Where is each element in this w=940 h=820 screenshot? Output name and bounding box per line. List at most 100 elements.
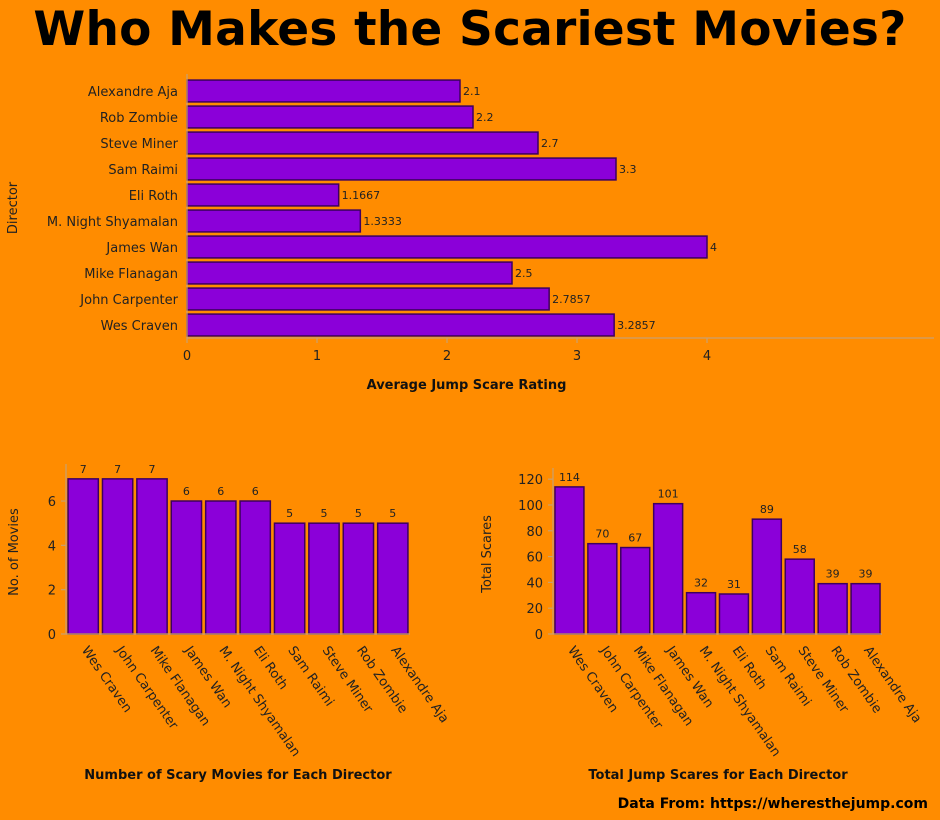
- bar: [620, 546, 651, 635]
- bar: [186, 183, 340, 207]
- bar-value-label: 114: [559, 471, 580, 484]
- bar: [186, 235, 708, 259]
- bar-value-label: 4: [710, 241, 717, 254]
- y-tick-label: 80: [526, 525, 543, 540]
- bar-value-label: 7: [149, 463, 156, 476]
- bar-value-label: 2.5: [515, 267, 533, 280]
- bar-value-label: 1.1667: [342, 189, 381, 202]
- data-source-credit: Data From: https://wheresthejump.com: [617, 796, 928, 812]
- category-tick-label: Steve Miner: [100, 137, 178, 152]
- bar-value-label: 5: [355, 507, 362, 520]
- bar-value-label: 5: [286, 507, 293, 520]
- bar: [186, 209, 362, 233]
- chart-title: Who Makes the Scariest Movies?: [33, 2, 907, 57]
- category-tick-label: James Wan: [105, 241, 178, 256]
- bar: [136, 478, 168, 635]
- bar: [342, 522, 375, 635]
- bar-value-label: 5: [389, 507, 396, 520]
- bar: [186, 313, 615, 337]
- bar: [817, 582, 848, 635]
- bar: [170, 500, 203, 635]
- y-axis-title: Director: [6, 181, 21, 234]
- bar: [685, 591, 717, 635]
- bar-value-label: 6: [252, 485, 259, 498]
- x-axis-title: Average Jump Scare Rating: [367, 378, 567, 393]
- avg-rating-chart: 2.1 Alexandre Aja 2.2 Rob Zombie 2.7 Steve Mi…: [6, 74, 934, 393]
- bar-value-label: 2.7857: [552, 293, 591, 306]
- bar-value-label: 67: [628, 532, 642, 545]
- y-axis-title: Total Scares: [480, 515, 495, 594]
- bar-value-label: 5: [321, 507, 328, 520]
- y-tick-label: 20: [526, 602, 543, 617]
- category-tick-label: John Carpenter: [79, 293, 178, 308]
- bar-value-label: 1.3333: [363, 215, 402, 228]
- bar-value-label: 2.2: [476, 111, 494, 124]
- bar: [186, 105, 474, 129]
- bar-value-label: 7: [80, 463, 87, 476]
- bar-value-label: 3.3: [619, 163, 637, 176]
- x-tick-label: 4: [703, 349, 711, 364]
- bar-value-label: 7: [114, 463, 121, 476]
- bar: [239, 500, 272, 635]
- bar-value-label: 58: [793, 543, 807, 556]
- category-tick-label: Rob Zombie: [100, 111, 178, 126]
- bar-value-label: 2.1: [463, 85, 481, 98]
- bar: [652, 502, 684, 635]
- bar-value-label: 39: [859, 568, 873, 581]
- y-tick-label: 4: [48, 539, 56, 554]
- x-axis-title: Total Jump Scares for Each Director: [588, 768, 848, 783]
- bar: [204, 500, 237, 635]
- bar: [186, 287, 550, 311]
- bar-value-label: 31: [727, 578, 741, 591]
- category-tick-label: Mike Flanagan: [84, 267, 178, 282]
- y-tick-label: 0: [535, 628, 543, 643]
- bar-value-label: 89: [760, 503, 774, 516]
- y-tick-label: 120: [518, 473, 543, 488]
- bar-value-label: 39: [826, 568, 840, 581]
- bar-value-label: 6: [217, 485, 224, 498]
- x-axis-title: Number of Scary Movies for Each Director: [84, 768, 392, 783]
- category-tick-label: Wes Craven: [101, 319, 178, 334]
- bar: [718, 593, 750, 635]
- y-tick-label: 100: [518, 499, 543, 514]
- bar: [186, 157, 617, 181]
- category-tick-label: Alexandre Aja: [88, 85, 178, 100]
- bar: [376, 522, 409, 635]
- x-tick-label: 0: [183, 349, 191, 364]
- x-tick-label: 2: [443, 349, 451, 364]
- category-tick-label: M. Night Shyamalan: [47, 215, 178, 230]
- x-tick-label: 3: [573, 349, 581, 364]
- bar-value-label: 32: [694, 577, 708, 590]
- category-tick-label: Sam Raimi: [108, 163, 178, 178]
- x-tick-label: 1: [313, 349, 321, 364]
- bar: [587, 542, 618, 635]
- bar-value-label: 101: [658, 488, 679, 501]
- bar-value-label: 2.7: [541, 137, 559, 150]
- bar: [554, 486, 585, 635]
- y-tick-label: 60: [526, 551, 543, 566]
- bar: [308, 522, 340, 635]
- y-tick-label: 40: [526, 576, 543, 591]
- category-tick-label: Eli Roth: [129, 189, 178, 204]
- y-tick-label: 6: [48, 495, 56, 510]
- bar: [101, 478, 134, 635]
- bar-value-label: 3.2857: [617, 319, 656, 332]
- y-tick-label: 0: [48, 628, 56, 643]
- bar: [186, 79, 461, 103]
- bar-value-label: 6: [183, 485, 190, 498]
- bar: [273, 522, 306, 635]
- bar: [751, 518, 783, 635]
- bar: [186, 131, 539, 155]
- bar: [784, 558, 815, 635]
- category-tick-label: Alexandre Aja: [860, 644, 924, 726]
- y-axis-title: No. of Movies: [7, 508, 22, 596]
- y-tick-label: 2: [48, 584, 56, 599]
- bar: [186, 261, 513, 285]
- bar-value-label: 70: [595, 528, 609, 541]
- bar: [850, 582, 881, 635]
- bar: [67, 478, 100, 635]
